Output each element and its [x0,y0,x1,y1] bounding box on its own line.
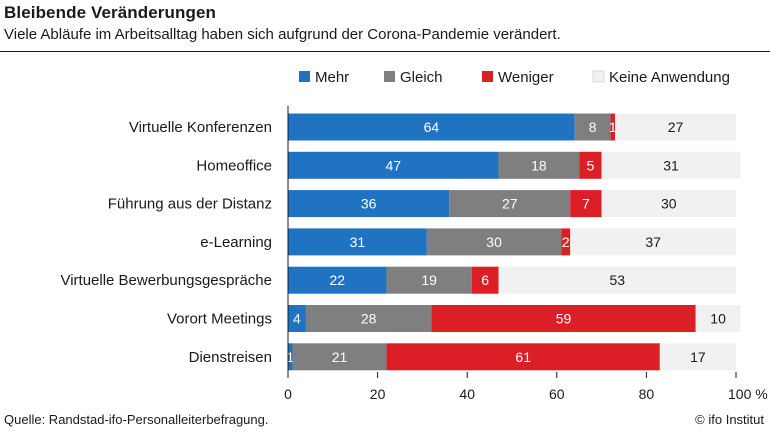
legend-swatch [384,71,395,82]
data-label: 8 [589,119,597,135]
x-tick-label: 0 [284,386,292,402]
data-label: 19 [421,272,437,288]
bar-segment [695,305,741,332]
bar-segment [615,113,736,141]
data-label: 21 [332,349,348,365]
data-label: 27 [668,119,684,135]
bar-segment [601,151,741,179]
data-label: 10 [710,311,726,327]
data-label: 6 [481,272,489,288]
data-label: 53 [609,272,625,288]
chart-title: Bleibende Veränderungen [4,3,217,22]
legend-label: Mehr [315,69,349,86]
data-label: 31 [663,157,679,173]
data-label: 61 [515,349,531,365]
data-label: 1 [286,349,294,365]
category-label: Homeoffice [196,157,272,174]
bar-segment [449,190,571,218]
data-label: 27 [502,196,518,212]
bar-segment [288,151,499,179]
category-label: Virtuelle Bewerbungsgespräche [60,272,272,289]
bar-segment [288,190,450,218]
data-label: 22 [329,272,345,288]
bar-segment [601,190,736,218]
legend-label: Gleich [400,69,443,86]
x-tick-label: 40 [459,386,475,402]
data-label: 59 [556,311,572,327]
data-label: 30 [661,196,677,212]
legend-label: Keine Anwendung [609,69,730,86]
data-label: 17 [690,349,706,365]
chart-subtitle: Viele Abläufe im Arbeitsalltag haben sic… [4,26,561,43]
source-note: Quelle: Randstad-ifo-Personalleiterbefra… [4,412,269,427]
bar-segment [292,343,387,371]
bar-segment [498,266,736,294]
data-label: 4 [293,311,301,327]
data-label: 7 [582,196,590,212]
copyright-credit: © ifo Institut [695,412,764,427]
data-label: 47 [385,157,401,173]
data-label: 30 [486,234,502,250]
bar-segment [610,113,616,141]
data-label: 36 [361,196,377,212]
bar-segment [288,343,293,371]
bar-segment [570,228,736,256]
data-label: 28 [361,311,377,327]
bar-segment [471,266,499,294]
x-tick-label: 80 [639,386,655,402]
bar-segment [570,190,602,218]
data-label: 31 [350,234,366,250]
legend-swatch [482,71,493,82]
bar-segment [498,151,580,179]
title-divider [0,51,770,52]
legend-label: Weniger [498,69,554,86]
bar-segment [288,113,575,141]
data-label: 5 [587,157,595,173]
data-label: 37 [645,234,661,250]
bar-segment [288,305,306,332]
category-label: Dienstreisen [189,349,272,366]
x-tick-label: 20 [370,386,386,402]
category-label: e-Learning [200,234,272,251]
bar-segment [561,228,571,256]
category-label: Führung aus der Distanz [108,196,272,213]
bar-segment [579,151,602,179]
data-label: 2 [562,234,570,250]
category-label: Virtuelle Konferenzen [129,119,272,136]
legend-swatch [592,70,605,83]
bar-segment [386,343,660,371]
legend-swatch [299,71,310,82]
x-tick-label: 100 % [728,386,768,402]
x-tick-label: 60 [549,386,565,402]
bar-segment [431,305,696,332]
data-label: 1 [609,119,617,135]
data-label: 64 [424,119,440,135]
bar-segment [426,228,562,256]
category-label: Vorort Meetings [167,311,272,328]
bar-segment [574,113,611,141]
bar-segment [288,266,387,294]
bar-segment [288,228,427,256]
data-label: 18 [531,157,547,173]
bar-segment [305,305,432,332]
bar-segment [386,266,472,294]
bar-segment [659,343,736,371]
